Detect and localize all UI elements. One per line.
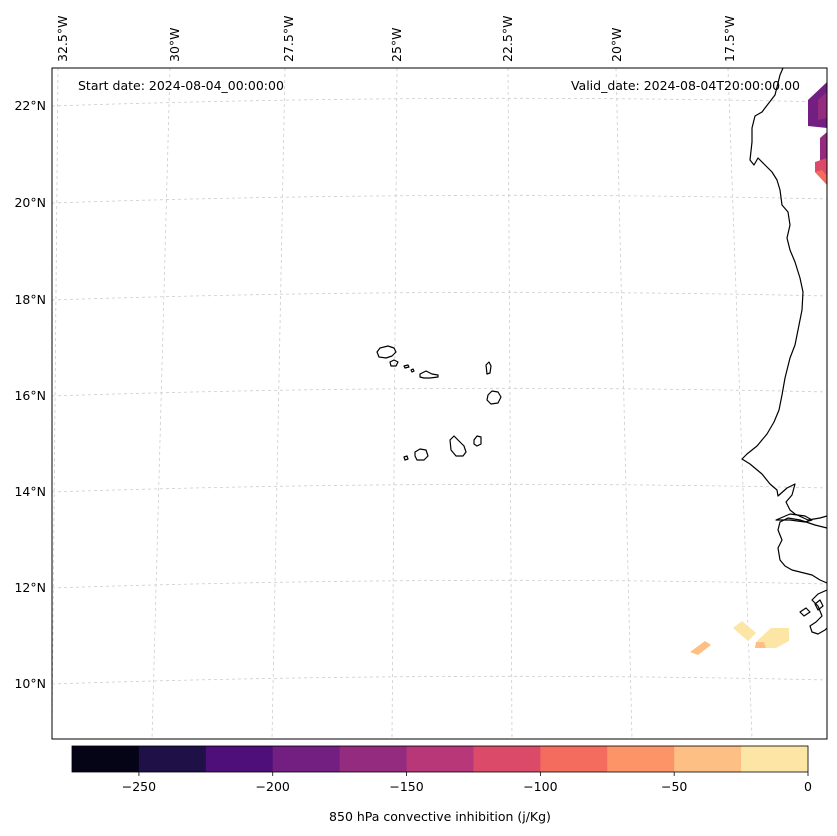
- colorbar-tick-label: −100: [523, 779, 557, 794]
- colorbar-ticks: −250 −200 −150 −100 −50 0: [122, 772, 812, 794]
- cin-patch-s-2: [733, 621, 756, 641]
- africa-coastline: [741, 68, 827, 635]
- lon-label: 22.5°W: [500, 16, 515, 62]
- colorbar-cell: [607, 746, 675, 772]
- colorbar: −250 −200 −150 −100 −50 0 850 hPa convective …: [71, 745, 812, 824]
- lat-label: 20°N: [14, 195, 46, 210]
- colorbar-tick-label: −150: [389, 779, 423, 794]
- meridian-gridlines: [52, 68, 753, 739]
- map-frame: [51, 67, 828, 740]
- colorbar-cell: [339, 746, 408, 772]
- colorbar-cell: [138, 746, 207, 772]
- colorbar-tick-label: −50: [661, 779, 687, 794]
- colorbar-tick-label: −200: [256, 779, 290, 794]
- cin-patch-ne-2: [818, 92, 827, 120]
- valid-date-label: Valid_date: 2024-08-04T20:00:00.00: [571, 78, 800, 93]
- island-sao-nicolau: [419, 370, 439, 379]
- lon-label: 30°W: [167, 27, 182, 62]
- lon-label: 32.5°W: [55, 16, 70, 62]
- start-date-label: Start date: 2024-08-04_00:00:00: [78, 78, 284, 93]
- guinea-bissau-islands: [799, 599, 824, 617]
- cin-patch-ne-5: [815, 170, 827, 185]
- island-sao-vicente: [389, 359, 399, 367]
- colorbar-tick-label: 0: [804, 779, 812, 794]
- island-sal: [485, 361, 492, 375]
- island-raso: [410, 368, 415, 373]
- lon-label: 27.5°W: [281, 16, 296, 62]
- colorbar-tick-label: −250: [122, 779, 156, 794]
- coastlines: [376, 68, 827, 635]
- lon-label: 17.5°W: [722, 16, 737, 62]
- colorbar-cell: [406, 746, 474, 772]
- parallel-gridlines: [52, 97, 827, 685]
- lat-label: 10°N: [14, 676, 46, 691]
- lat-label: 18°N: [14, 292, 46, 307]
- lon-label: 25°W: [389, 27, 404, 62]
- colorbar-cell: [272, 746, 341, 772]
- colorbar-cell: [741, 746, 809, 772]
- colorbar-cell: [205, 746, 274, 772]
- colorbar-cell: [674, 746, 742, 772]
- island-boa-vista: [486, 390, 502, 405]
- lat-label: 14°N: [14, 484, 46, 499]
- lon-label: 20°W: [609, 27, 624, 62]
- colorbar-cell: [473, 746, 541, 772]
- longitude-labels: 32.5°W 30°W 27.5°W 25°W 22.5°W 20°W 17.5…: [55, 16, 737, 62]
- island-santa-luzia: [403, 364, 410, 369]
- island-santo-antao: [376, 345, 397, 359]
- cin-field: [690, 82, 827, 655]
- gambia-estuary: [775, 513, 813, 523]
- cin-patch-s-1: [690, 641, 711, 655]
- colorbar-cell: [72, 746, 140, 772]
- lat-label: 22°N: [14, 98, 46, 113]
- colorbar-label: 850 hPa convective inhibition (j/Kg): [329, 809, 551, 824]
- lat-label: 16°N: [14, 388, 46, 403]
- island-fogo: [414, 448, 429, 461]
- island-santiago: [449, 435, 467, 457]
- lat-label: 12°N: [14, 580, 46, 595]
- colorbar-frame: [71, 745, 809, 773]
- island-brava: [403, 455, 409, 461]
- cin-patch-s-4: [755, 642, 766, 648]
- latitude-labels: 22°N 20°N 18°N 16°N 14°N 12°N 10°N: [14, 98, 46, 691]
- island-maio: [473, 435, 482, 447]
- colorbar-cell: [540, 746, 608, 772]
- colorbar-cells: [72, 746, 809, 772]
